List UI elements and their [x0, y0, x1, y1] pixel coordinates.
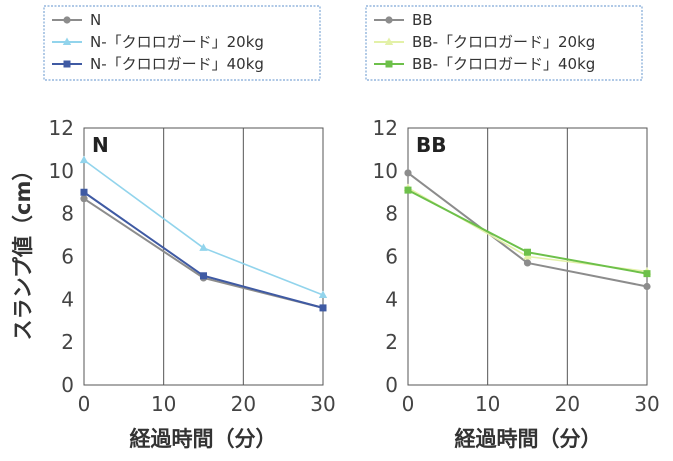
data-point-n-1-1: [199, 243, 208, 251]
legend-n: N N-「クロロガード」20kg N-「クロロガード」40kg: [43, 5, 321, 81]
x-tick-label-n-3: 30: [310, 392, 335, 416]
x-tick-label-bb-2: 20: [555, 392, 580, 416]
series-line-n-0: [83, 197, 324, 309]
legend-label-bb-0: BB: [412, 11, 433, 29]
y-tick-label-n-4: 8: [61, 202, 74, 226]
plot-frame-n: [83, 127, 324, 386]
x-axis-title-n: 経過時間（分）: [130, 427, 277, 451]
data-point-bb-2-1: [524, 248, 531, 256]
y-tick-label-n-1: 2: [61, 330, 74, 354]
legend-bb: BB BB-「クロロガード」20kg BB-「クロロガード」40kg: [365, 5, 643, 81]
legend-marker-n-0: [63, 16, 71, 24]
y-tick-label-bb-0: 0: [385, 373, 398, 397]
x-axis-title-bb: 経過時間（分）: [455, 427, 602, 451]
y-tick-label-n-0: 0: [61, 373, 74, 397]
legend-label-n-2: N-「クロロガード」40kg: [90, 55, 264, 73]
panel-bb: 0 2 4 6 8 10 12 0 10 20 30 BB 経過時間（分）: [373, 116, 660, 451]
y-tick-label-n-3: 6: [61, 245, 74, 269]
y-tick-label-bb-3: 6: [385, 245, 398, 269]
data-point-bb-0-2: [643, 282, 651, 291]
data-point-n-2-1: [200, 272, 207, 280]
y-tick-label-n-2: 4: [61, 287, 74, 311]
data-point-bb-2-2: [643, 270, 651, 278]
x-tick-label-n-1: 10: [151, 392, 176, 416]
y-tick-label-bb-6: 12: [373, 116, 398, 140]
y-tick-label-bb-4: 8: [385, 202, 398, 226]
x-tick-label-n-2: 20: [231, 392, 256, 416]
y-tick-label-n-5: 10: [49, 159, 74, 183]
legend-label-bb-1: BB-「クロロガード」20kg: [412, 33, 595, 51]
plot-frame-bb: [407, 127, 648, 386]
data-point-bb-0-1: [523, 259, 532, 267]
legend-marker-bb-1: [384, 37, 394, 45]
legend-bb-box: [365, 5, 643, 81]
x-tick-label-bb-3: 30: [634, 392, 659, 416]
y-tick-label-bb-5: 10: [373, 159, 398, 183]
legend-n-box: [43, 5, 321, 81]
x-tick-label-bb-0: 0: [402, 392, 415, 416]
data-point-n-2-2: [319, 304, 327, 312]
legend-label-bb-2: BB-「クロロガード」40kg: [412, 55, 595, 73]
data-point-n-0-0: [80, 195, 88, 203]
legend-marker-n-1: [62, 37, 72, 45]
legend-label-n-0: N: [90, 11, 101, 29]
y-tick-label-bb-1: 2: [385, 330, 398, 354]
panel-n-label: N: [92, 133, 109, 157]
legend-label-n-1: N-「クロロガード」20kg: [90, 33, 264, 51]
data-point-bb-2-0: [404, 186, 412, 194]
y-tick-label-n-6: 12: [49, 116, 74, 140]
panel-bb-label: BB: [416, 133, 447, 157]
data-point-n-1-2: [318, 290, 328, 299]
x-tick-label-bb-1: 10: [475, 392, 500, 416]
x-tick-label-n-0: 0: [78, 392, 91, 416]
data-point-bb-1-1: [523, 252, 532, 260]
legend-marker-bb-2: [385, 60, 393, 68]
panel-n: 0 2 4 6 8 10 12 0 10 20 30 N 経過時間（分）: [49, 116, 336, 451]
series-line-bb-0: [407, 172, 648, 288]
data-point-n-2-0: [80, 188, 88, 196]
legend-marker-n-2: [63, 60, 71, 68]
legend-marker-bb-0: [385, 16, 393, 24]
data-point-n-1-0: [79, 155, 89, 164]
y-tick-label-bb-2: 4: [385, 287, 398, 311]
data-point-bb-0-0: [404, 169, 412, 177]
y-axis-title: スランプ値（cm）: [11, 160, 35, 341]
